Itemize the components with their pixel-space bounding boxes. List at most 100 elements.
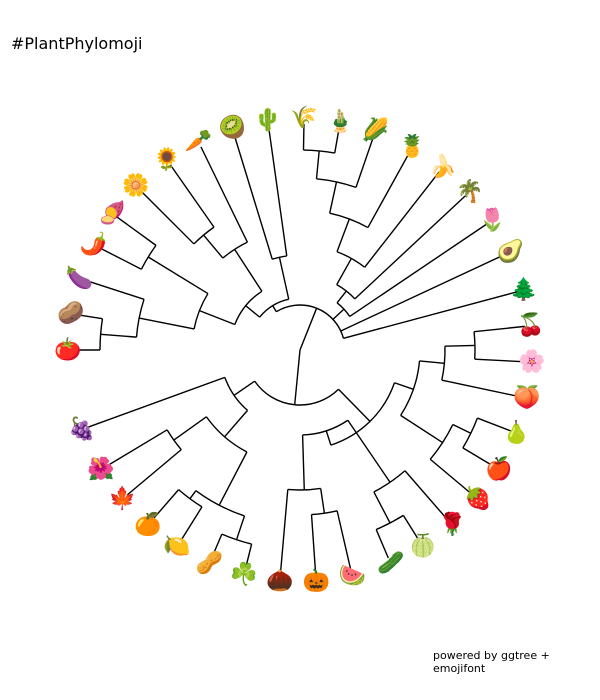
apple-icon: 🍎 xyxy=(485,455,512,482)
rice-icon: 🌾 xyxy=(290,105,317,131)
branch-edge-98 xyxy=(211,533,223,559)
hibiscus-icon: 🌺 xyxy=(87,456,114,482)
branch-edge-29 xyxy=(267,126,288,257)
melon-icon: 🍈 xyxy=(409,532,436,559)
tree-tips: 🍅 🥔 🍆 🌶️ 🍠🌼🌻🥕🥝 🌵 🌾 🎍 🌽 🍍🍌🌴 🌷 🥑 🌲 🍒 🌸 🍑 🍐 🍎 🍓🌹🍈🥒 🍉 🎃 🌰 ☘️ 🥜🍋🍊🍁 🌺 🍇 xyxy=(54,105,545,594)
branch-edge-45 xyxy=(367,151,411,228)
cucumber-icon: 🥒 xyxy=(377,550,404,576)
branch-arc-85 xyxy=(311,510,338,516)
branch-edge-32 xyxy=(336,290,347,304)
branch-arc-37 xyxy=(329,212,369,229)
branch-edge-47 xyxy=(354,195,466,300)
shamrock-icon: ☘️ xyxy=(230,562,257,588)
branch-edge-59 xyxy=(419,360,445,364)
branch-edge-97 xyxy=(244,543,253,570)
branch-arc-56 xyxy=(330,382,396,446)
branch-arc-1 xyxy=(276,304,345,339)
branch-edge-99 xyxy=(189,490,197,500)
potato-icon: 🥔 xyxy=(57,300,84,326)
branch-edge-14 xyxy=(84,279,145,300)
branch-edge-23 xyxy=(139,189,195,245)
branch-edge-89 xyxy=(233,380,256,396)
lemon-icon: 🍋 xyxy=(163,534,190,559)
branch-edge-40 xyxy=(315,150,320,179)
branch-edge-73 xyxy=(325,430,332,446)
branch-edge-50 xyxy=(343,290,519,340)
branch-edge-15 xyxy=(147,256,209,295)
eggplant-icon: 🍆 xyxy=(66,265,93,291)
branch-edge-44 xyxy=(355,136,375,188)
tree-branches xyxy=(74,124,526,576)
cherries-icon: 🍒 xyxy=(517,312,544,338)
branch-edge-21 xyxy=(203,234,224,259)
branch-edge-51 xyxy=(294,349,301,402)
branch-edge-88 xyxy=(279,489,289,576)
branch-edge-48 xyxy=(349,223,488,318)
branch-edge-18 xyxy=(116,216,157,246)
palm-tree-icon: 🌴 xyxy=(456,178,483,204)
branch-edge-65 xyxy=(441,379,522,398)
branch-edge-80 xyxy=(402,514,421,543)
branch-edge-26 xyxy=(278,257,290,300)
branch-edge-2 xyxy=(272,305,277,313)
strawberry-icon: 🍓 xyxy=(464,486,491,512)
branch-arc-16 xyxy=(140,244,157,270)
branch-arc-60 xyxy=(441,346,446,381)
branch-edge-87 xyxy=(310,514,317,576)
branch-arc-92 xyxy=(205,416,248,453)
branch-edge-68 xyxy=(452,423,472,434)
pineapple-icon: 🍍 xyxy=(399,134,426,160)
caption: powered by ggtree + emojifont xyxy=(433,649,550,675)
branch-edge-105 xyxy=(126,449,182,496)
branch-edge-101 xyxy=(179,506,203,543)
branch-edge-10 xyxy=(100,333,137,338)
peach-icon: 🍑 xyxy=(513,385,540,411)
branch-edge-4 xyxy=(245,305,261,318)
branch-edge-46 xyxy=(364,171,440,268)
branch-edge-77 xyxy=(404,470,449,522)
watermelon-icon: 🍉 xyxy=(338,564,365,589)
branch-arc-3 xyxy=(259,298,289,318)
branch-edge-81 xyxy=(375,529,389,559)
pear-icon: 🍐 xyxy=(503,420,530,446)
rose-icon: 🌹 xyxy=(439,511,466,538)
branch-edge-70 xyxy=(477,417,512,432)
grapes-icon: 🍇 xyxy=(68,416,95,442)
branch-arc-22 xyxy=(193,226,215,245)
branch-edge-107 xyxy=(87,376,226,428)
branch-edge-49 xyxy=(340,253,506,332)
branch-edge-63 xyxy=(473,325,525,333)
branch-edge-36 xyxy=(336,218,350,252)
branch-arc-7 xyxy=(193,293,209,330)
branch-edge-71 xyxy=(462,447,495,467)
branch-edge-8 xyxy=(139,317,195,330)
sunflower-icon: 🌻 xyxy=(153,146,180,172)
branch-arc-74 xyxy=(302,419,349,436)
sweet-potato-icon: 🍠 xyxy=(99,200,126,226)
branch-arc-79 xyxy=(375,514,404,531)
branch-edge-95 xyxy=(235,515,246,540)
branch-arc-90 xyxy=(224,377,248,411)
branch-arc-27 xyxy=(272,255,287,260)
pumpkin-icon: 🎃 xyxy=(302,568,329,594)
branch-edge-64 xyxy=(474,358,526,363)
branch-arc-5 xyxy=(234,290,263,325)
branch-arc-96 xyxy=(221,533,252,545)
branch-edge-61 xyxy=(444,344,475,347)
branch-edge-13 xyxy=(76,313,103,320)
blossom-icon: 🌼 xyxy=(122,172,149,198)
banana-icon: 🍌 xyxy=(429,154,456,180)
branch-edge-72 xyxy=(429,458,474,496)
branch-edge-106 xyxy=(105,429,168,467)
cactus-icon: 🌵 xyxy=(254,107,281,133)
branch-arc-35 xyxy=(336,251,366,268)
branch-edge-86 xyxy=(336,510,352,571)
kiwi-icon: 🥝 xyxy=(218,113,245,141)
branch-arc-94 xyxy=(195,490,245,517)
branch-edge-34 xyxy=(336,258,353,285)
branch-arc-104 xyxy=(166,429,182,451)
corn-icon: 🌽 xyxy=(362,116,389,143)
branch-edge-91 xyxy=(224,409,249,438)
branch-arc-62 xyxy=(473,331,476,360)
